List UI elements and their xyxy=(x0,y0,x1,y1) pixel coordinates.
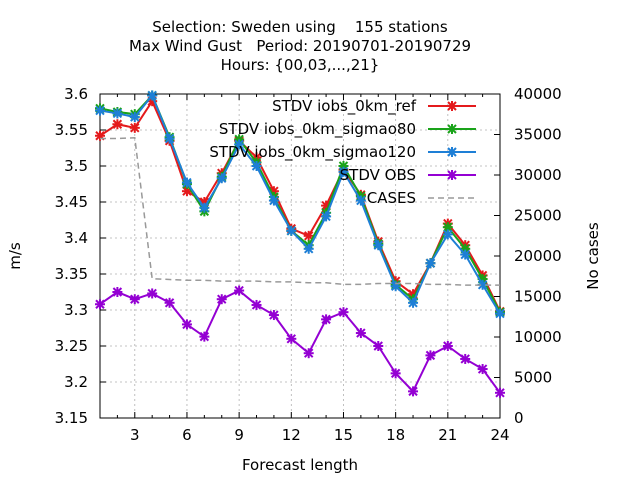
series xyxy=(95,90,505,398)
axis-ticks: 3 6 9 12 15 18 21 24 3.15 3.2 3.25 3.3 3.35 3.4 3.45 3.… xyxy=(55,85,562,444)
series-line xyxy=(99,289,501,394)
y2-tick-label: 35000 xyxy=(514,126,562,144)
y-tick-label: 3.55 xyxy=(55,121,88,139)
x-tick-label: 15 xyxy=(334,426,353,444)
legend-label: STDV OBS xyxy=(340,166,416,184)
legend: STDV iobs_0km_ref STDV iobs_0km_sigmao80 S… xyxy=(209,97,476,207)
chart-title: Selection: Sweden using 155 stationsMax … xyxy=(129,18,471,74)
y-tick-label: 3.15 xyxy=(55,409,88,427)
x-tick-label: 12 xyxy=(282,426,301,444)
x-tick-label: 18 xyxy=(386,426,405,444)
y2-tick-label: 0 xyxy=(514,409,524,427)
y-tick-label: 3.3 xyxy=(64,301,88,319)
y2-tick-label: 40000 xyxy=(514,85,562,103)
x-tick-label: 3 xyxy=(130,426,140,444)
y-tick-label: 3.35 xyxy=(55,265,88,283)
legend-label: STDV iobs_0km_ref xyxy=(272,97,417,116)
y2-tick-label: 30000 xyxy=(514,166,562,184)
legend-label: STDV iobs_0km_sigmao120 xyxy=(209,143,416,162)
y-tick-label: 3.45 xyxy=(55,193,88,211)
series-line xyxy=(100,136,500,286)
y-tick-label: 3.4 xyxy=(64,229,88,247)
y2-tick-label: 25000 xyxy=(514,207,562,225)
x-tick-label: 9 xyxy=(234,426,244,444)
series-line xyxy=(99,93,501,315)
y-tick-label: 3.2 xyxy=(64,373,88,391)
y2-tick-label: 10000 xyxy=(514,328,562,346)
y-axis-label: m/s xyxy=(6,242,24,270)
y2-tick-label: 15000 xyxy=(514,288,562,306)
y2-tick-label: 5000 xyxy=(514,369,552,387)
title-line: Selection: Sweden using 155 stations xyxy=(152,18,448,36)
title-line: Hours: {00,03,...,21} xyxy=(221,56,380,74)
series-4 xyxy=(100,136,500,286)
x-tick-label: 21 xyxy=(438,426,457,444)
y2-tick-label: 20000 xyxy=(514,247,562,265)
y2-axis-label: No cases xyxy=(584,222,602,290)
series-3 xyxy=(95,285,505,398)
legend-label: STDV iobs_0km_sigmao80 xyxy=(219,120,416,139)
y-tick-label: 3.25 xyxy=(55,337,88,355)
x-tick-label: 6 xyxy=(182,426,192,444)
x-tick-label: 24 xyxy=(490,426,509,444)
y-tick-label: 3.6 xyxy=(64,85,88,103)
legend-label: CASES xyxy=(367,189,416,207)
y-tick-label: 3.5 xyxy=(64,157,88,175)
x-axis-label: Forecast length xyxy=(242,456,358,474)
title-line: Max Wind Gust Period: 20190701-20190729 xyxy=(129,37,471,55)
